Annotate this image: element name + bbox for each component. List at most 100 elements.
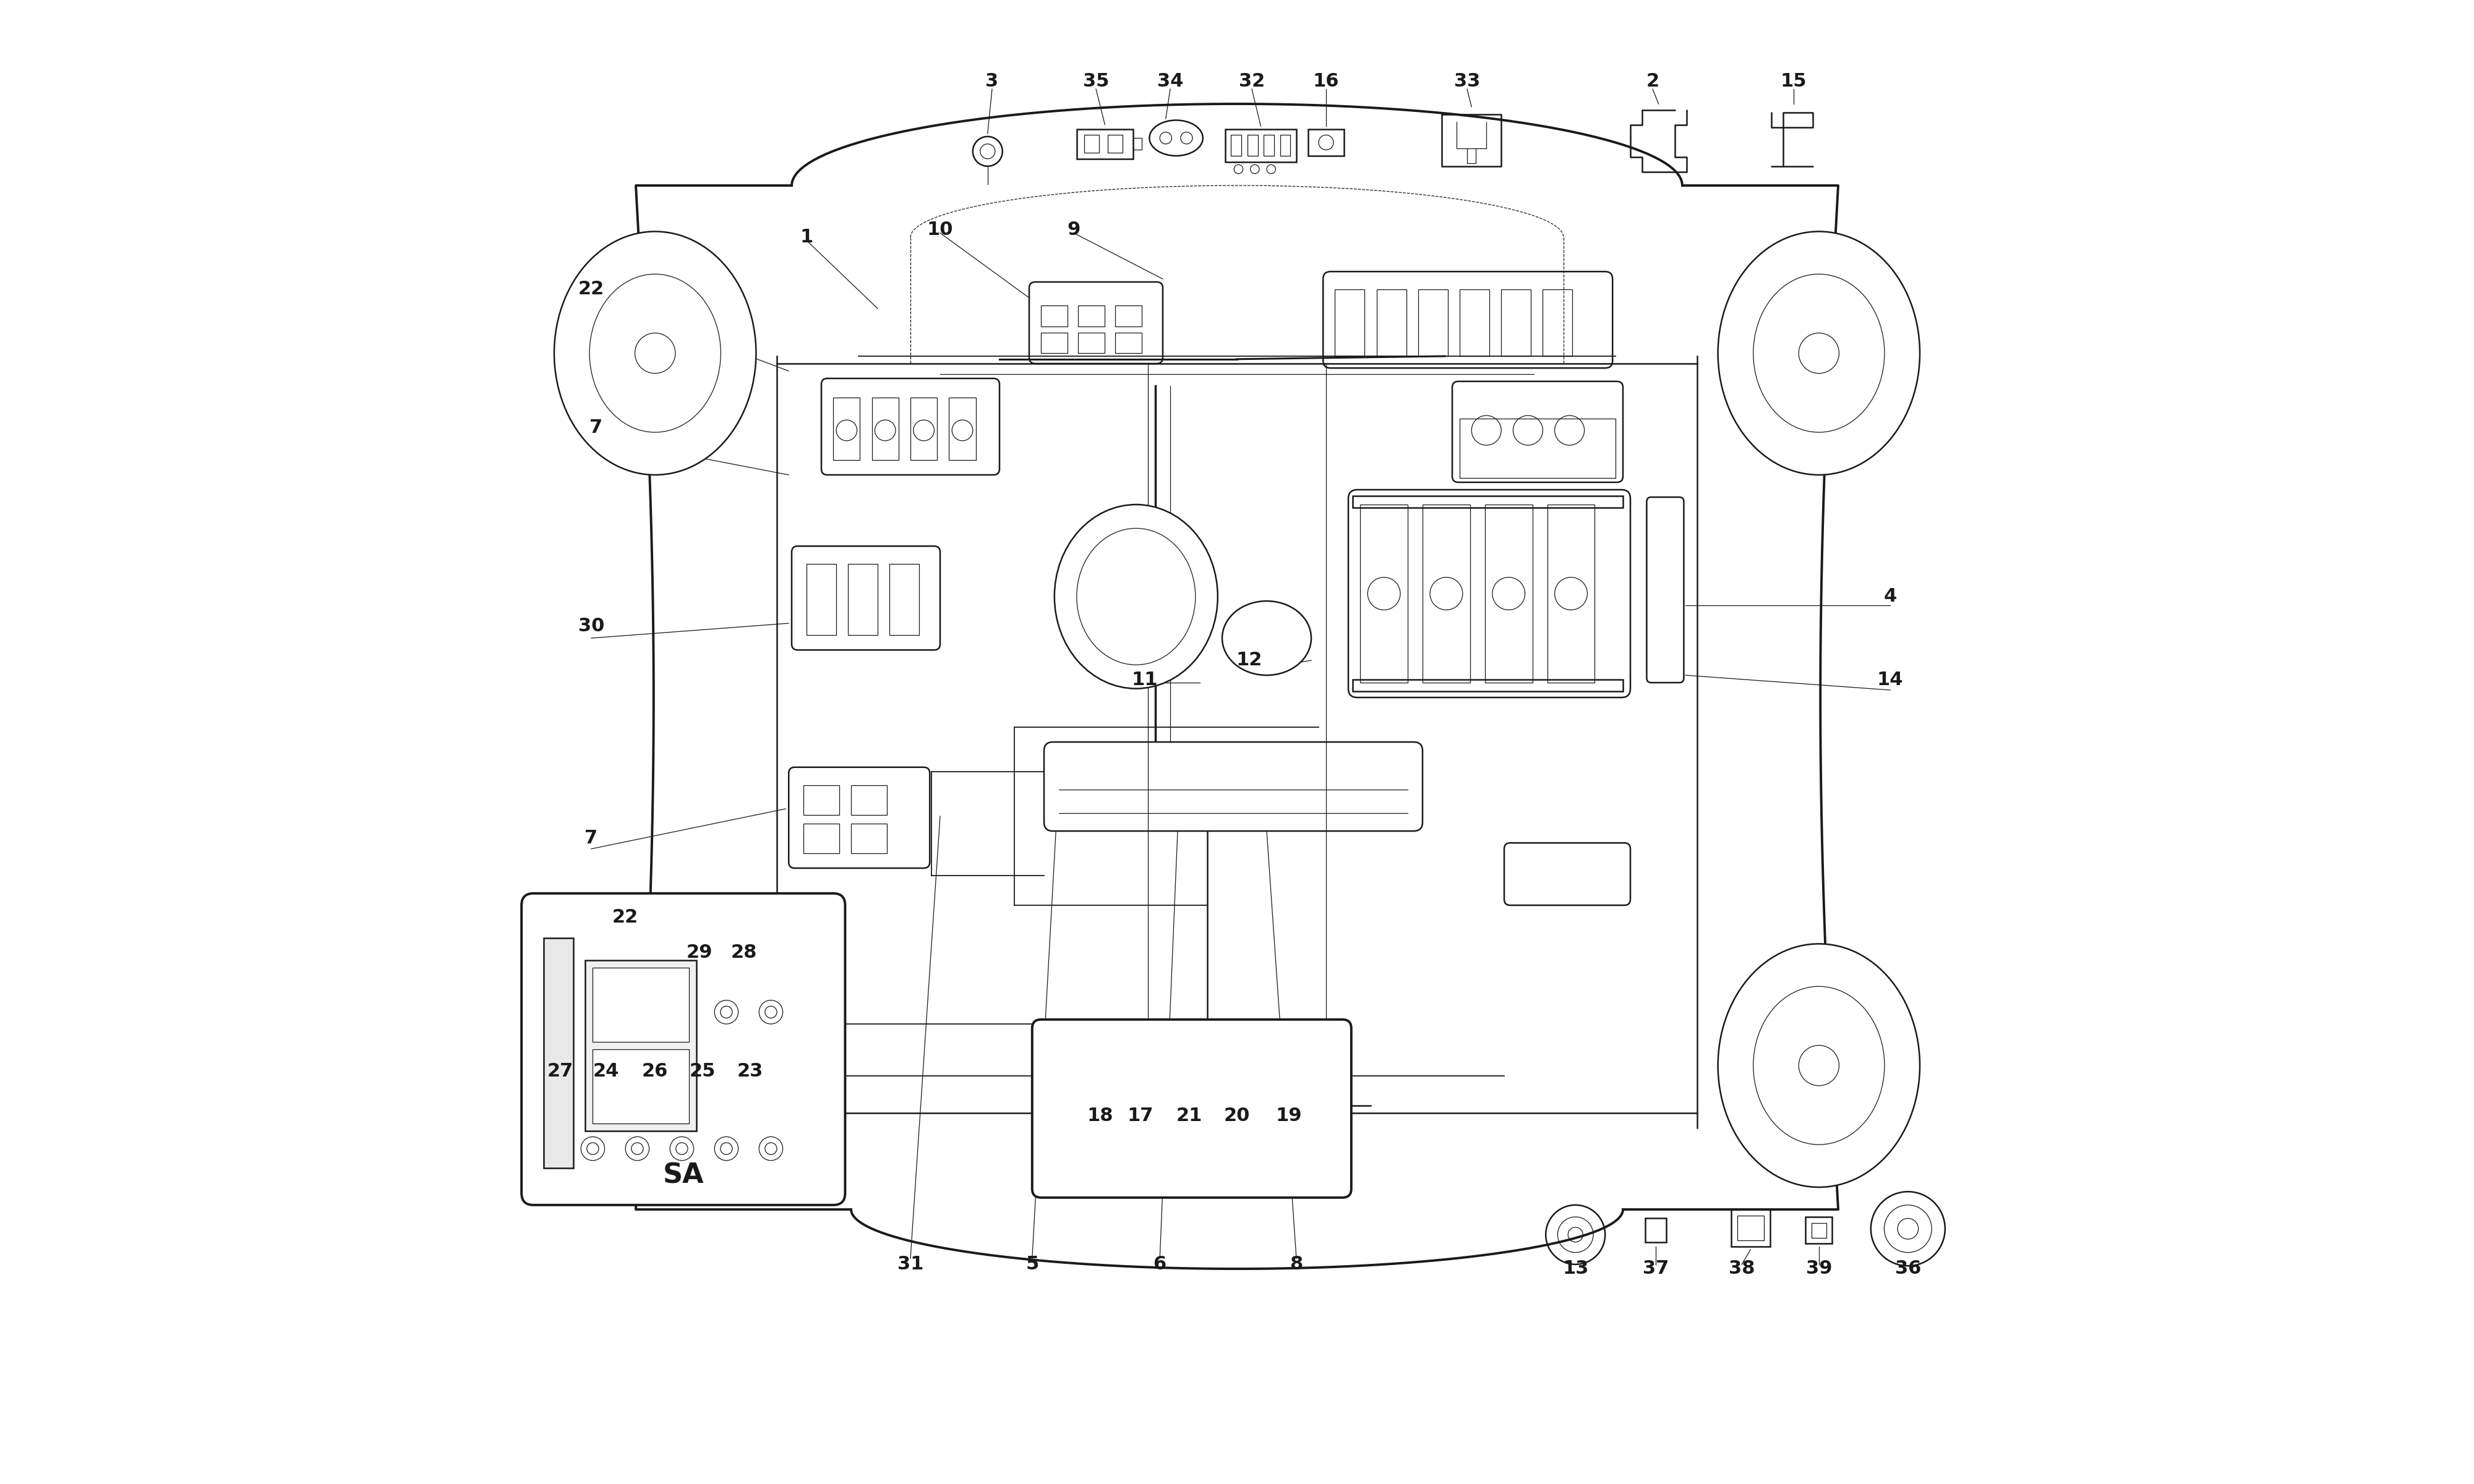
Text: 32: 32 [1239,73,1264,91]
Text: 8: 8 [1289,1255,1304,1273]
Bar [1309,129,1343,156]
Circle shape [760,1000,782,1024]
Bar [1353,496,1623,508]
Circle shape [1799,332,1838,374]
Text: 11: 11 [1131,671,1158,689]
FancyBboxPatch shape [1452,381,1623,482]
FancyBboxPatch shape [1029,282,1163,364]
FancyBboxPatch shape [1348,490,1630,697]
Bar [1732,1209,1769,1247]
Circle shape [1870,1192,1945,1266]
Text: 28: 28 [732,944,757,962]
Circle shape [636,332,675,374]
Text: 13: 13 [1564,1260,1588,1278]
Circle shape [631,1143,643,1155]
Circle shape [715,1000,737,1024]
Bar [1811,1223,1826,1238]
Bar [1042,306,1069,326]
Ellipse shape [1054,505,1217,689]
Bar [1376,289,1405,356]
FancyBboxPatch shape [789,767,930,868]
Bar [1544,289,1573,356]
Bar [1502,289,1531,356]
Text: 16: 16 [1314,73,1338,91]
Bar [1546,505,1596,683]
Text: 5: 5 [1027,1255,1039,1273]
Text: 26: 26 [643,1063,668,1080]
Bar [891,564,920,635]
Bar [594,1049,690,1123]
Bar [1361,505,1408,683]
Bar [1737,1215,1764,1241]
Ellipse shape [589,987,720,1144]
Bar [807,564,836,635]
Text: 9: 9 [1066,221,1081,239]
Text: 17: 17 [1128,1107,1153,1125]
Circle shape [586,1143,599,1155]
Bar [1084,135,1098,153]
Ellipse shape [1717,232,1920,475]
Bar [1232,135,1242,156]
Text: 2: 2 [1645,73,1660,91]
Circle shape [636,1045,675,1086]
Circle shape [1546,1205,1606,1264]
Text: 31: 31 [898,1255,923,1273]
Ellipse shape [554,232,757,475]
Ellipse shape [554,944,757,1187]
FancyBboxPatch shape [1044,742,1423,831]
FancyBboxPatch shape [821,378,999,475]
FancyBboxPatch shape [1032,1020,1351,1198]
Text: 33: 33 [1455,73,1479,91]
Bar [804,785,839,815]
Circle shape [1885,1205,1932,1252]
Text: 24: 24 [594,1063,618,1080]
Text: 38: 38 [1729,1260,1754,1278]
Bar [851,824,886,853]
Bar [851,785,886,815]
Ellipse shape [1754,275,1885,432]
FancyBboxPatch shape [1324,272,1613,368]
Text: 22: 22 [614,908,638,926]
Text: 30: 30 [579,617,604,635]
Bar [1079,332,1106,353]
Circle shape [626,1137,648,1160]
Bar [1484,505,1531,683]
Ellipse shape [1150,120,1202,156]
Bar [1645,1218,1665,1242]
Text: 21: 21 [1178,1107,1202,1125]
Text: 6: 6 [1153,1255,1165,1273]
Bar [910,398,938,460]
Text: 7: 7 [584,830,599,847]
Text: 37: 37 [1643,1260,1667,1278]
FancyBboxPatch shape [1504,843,1630,905]
Bar [1460,418,1616,478]
Circle shape [1559,1217,1593,1252]
Bar [1264,135,1274,156]
Text: 36: 36 [1895,1260,1920,1278]
Text: 4: 4 [1883,588,1898,605]
Text: 20: 20 [1225,1107,1249,1125]
Text: 15: 15 [1781,73,1806,91]
Bar [1076,129,1133,159]
Text: 10: 10 [928,221,952,239]
Ellipse shape [1222,601,1311,675]
Bar [1423,505,1470,683]
Bar [1460,289,1489,356]
Text: 39: 39 [1806,1260,1833,1278]
FancyBboxPatch shape [1648,497,1685,683]
Ellipse shape [1717,944,1920,1187]
Circle shape [980,144,995,159]
Circle shape [715,1137,737,1160]
Bar [1247,135,1257,156]
FancyBboxPatch shape [522,893,846,1205]
Bar [1279,135,1291,156]
Bar [849,564,878,635]
Bar [871,398,898,460]
Bar [1336,289,1366,356]
Text: 7: 7 [589,418,601,436]
Text: 1: 1 [799,229,814,246]
Text: 23: 23 [737,1063,762,1080]
Text: 14: 14 [1878,671,1903,689]
Bar [950,398,975,460]
Text: SA: SA [663,1162,705,1189]
